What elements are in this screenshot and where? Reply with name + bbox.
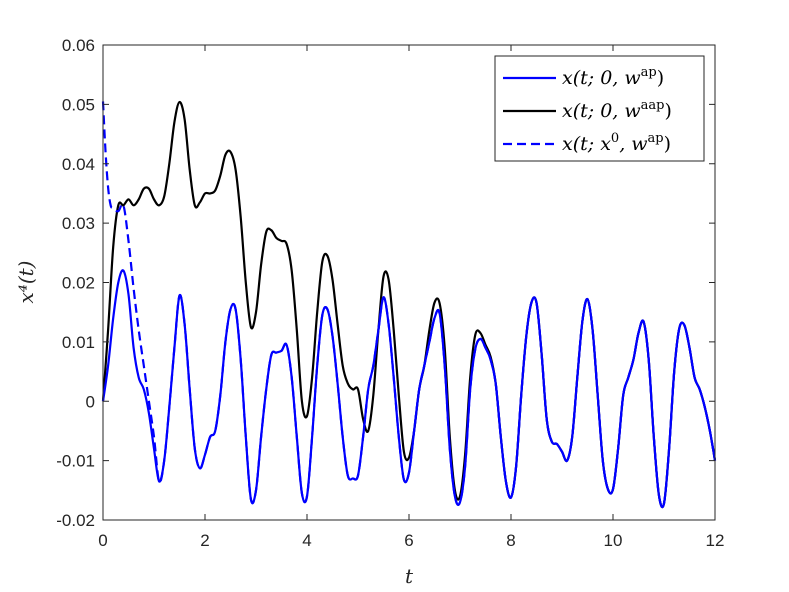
y-tick-label: 0.06 [62,36,95,55]
y-tick-label: -0.02 [56,511,95,530]
x-tick-label: 6 [404,531,413,550]
x-tick-label: 10 [604,531,623,550]
y-tick-label: 0.03 [62,214,95,233]
legend-entry-1: x(t; 0, wap) [503,65,664,89]
x-tick-label: 2 [200,531,209,550]
y-tick-label: 0.04 [62,155,95,174]
legend-label: x(t; 0, wap) [562,65,664,89]
tick-label-layer: 0 2 4 6 8 10 12 -0.02 -0.01 0 0.01 0.02 0.03 0.04 0.05… [56,36,724,550]
ticks-layer [102,44,716,521]
legend-entries: x(t; 0, wap) x(t; 0, waap) x(t; x0, wap) [503,65,672,155]
y-tick-label: 0 [86,392,95,411]
legend-box [494,55,705,162]
series-layer [101,100,717,509]
legend-entry-2: x(t; 0, waap) [503,98,672,122]
x-tick-label: 12 [706,531,725,550]
y-tick-label: 0.05 [62,95,95,114]
legend: x(t; 0, wap) x(t; 0, waap) x(t; x0, wap) [494,55,705,162]
y-tick-label: 0.01 [62,333,95,352]
legend-label: x(t; x0, wap) [562,131,671,155]
legend-label: x(t; 0, waap) [562,98,672,122]
x-axis-label: t [405,564,414,588]
x-tick-label: 4 [302,531,311,550]
x-tick-label: 8 [506,531,515,550]
y-tick-label: -0.01 [56,452,95,471]
y-axis-label: x⁴(t) [14,261,38,304]
x-tick-label: 0 [98,531,107,550]
series-line-3 [101,101,717,509]
legend-entry-3: x(t; x0, wap) [503,131,671,155]
y-tick-label: 0.02 [62,274,95,293]
